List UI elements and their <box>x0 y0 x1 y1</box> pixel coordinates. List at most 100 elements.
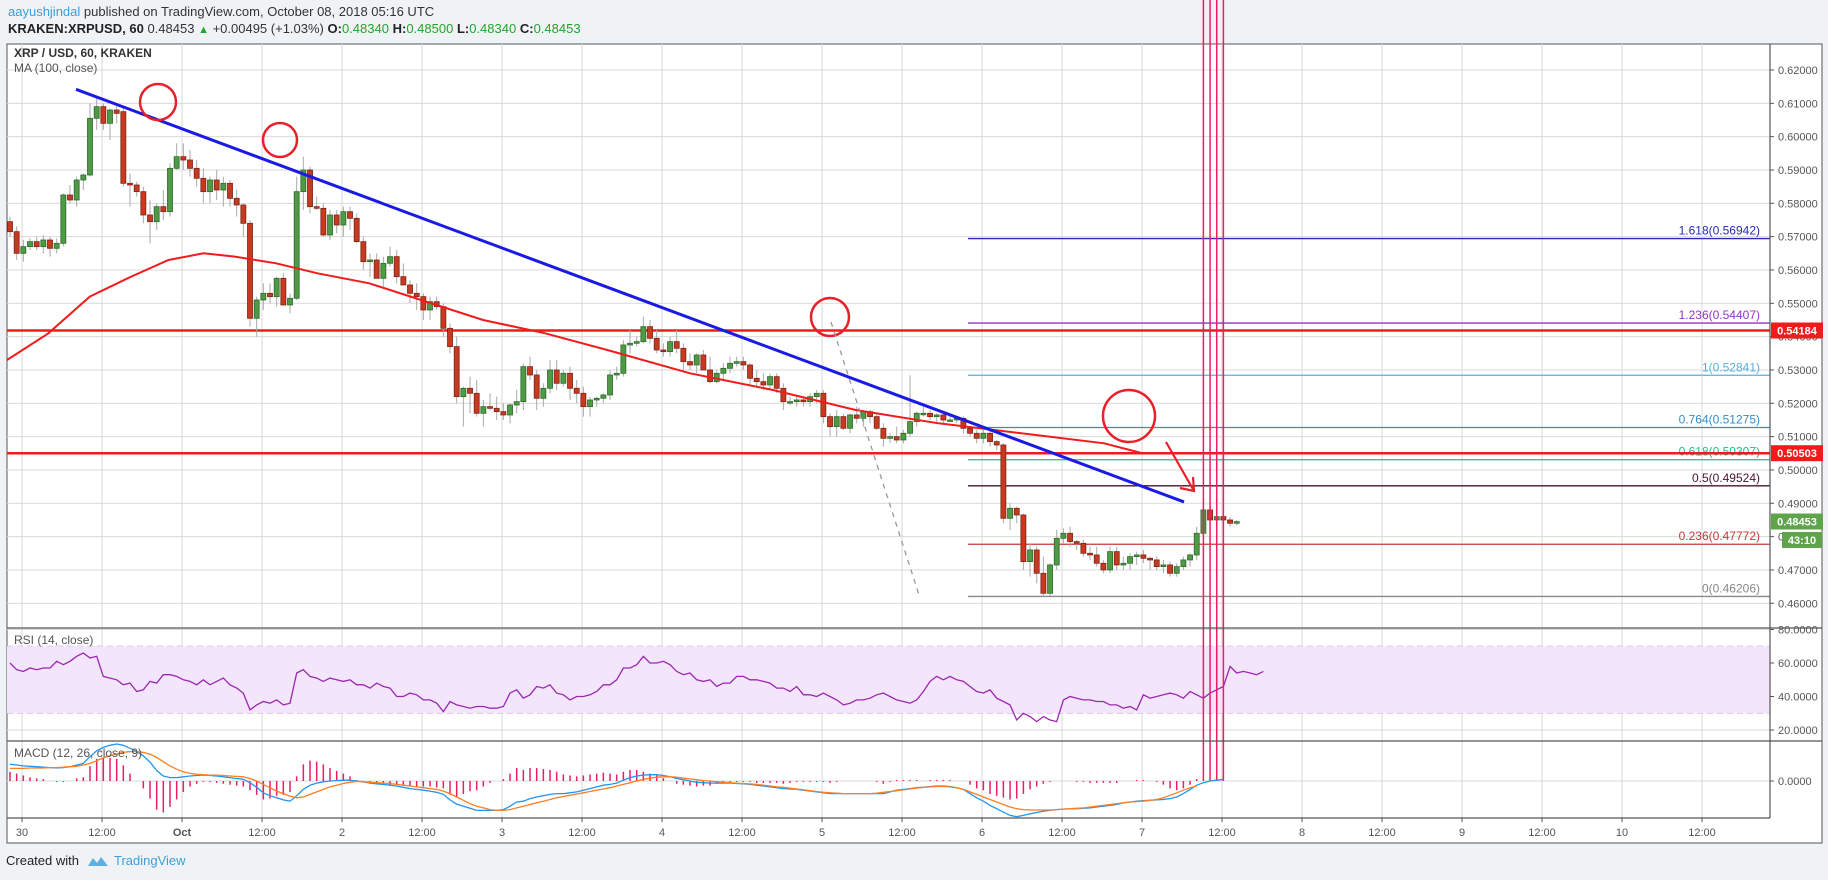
price-tag <box>1771 445 1823 462</box>
price-panel-title: XRP / USD, 60, KRAKEN <box>14 46 152 60</box>
tradingview-brand: TradingView <box>113 853 186 868</box>
time-tick: 12:00 <box>888 827 916 839</box>
time-tick: 12:00 <box>1048 827 1076 839</box>
high-label: H: <box>392 21 407 36</box>
price-tag-label: 0.54184 <box>1777 326 1818 338</box>
time-tick: 12:00 <box>88 827 116 839</box>
price-tag <box>1771 513 1823 530</box>
open-value: 0.48340 <box>341 21 389 36</box>
time-tick: 12:00 <box>1368 827 1396 839</box>
price-change: +0.00495 (+1.03%) <box>212 21 324 36</box>
time-tick: 2 <box>339 827 345 839</box>
signal-line <box>10 750 1197 812</box>
time-tick: 12:00 <box>568 827 596 839</box>
down-arrow <box>1165 441 1195 492</box>
fib-level-label: 0.236(0.47772) <box>1679 529 1760 543</box>
price-tag <box>1771 322 1823 339</box>
symbol-info: KRAKEN:XRPUSD, 60 0.48453 ▲ +0.00495 (+1… <box>8 21 581 36</box>
price-tick: 0.46000 <box>1778 598 1818 610</box>
price-tick: 0.61000 <box>1778 98 1818 110</box>
fib-level-label: 0(0.46206) <box>1702 581 1760 595</box>
price-tick: 0.58000 <box>1778 198 1818 210</box>
created-with-text: Created with <box>6 853 79 868</box>
panel-borders <box>7 44 1822 842</box>
publish-text: published on TradingView.com, October 08… <box>80 4 435 19</box>
open-label: O: <box>327 21 342 36</box>
low-label: L: <box>456 21 470 36</box>
fib-level-label: 0.5(0.49524) <box>1692 471 1760 485</box>
fibonacci-retracement[interactable]: 1.618(0.56942) 1.236(0.54407) 1(0.52841) 0.… <box>968 224 1770 598</box>
price-tag <box>1782 531 1822 548</box>
fib-level-label: 1.618(0.56942) <box>1679 224 1760 238</box>
price-tick: 0.51000 <box>1778 432 1818 444</box>
ma100-line <box>6 252 1142 454</box>
candlesticks <box>7 96 1240 597</box>
time-tick: Oct <box>173 827 192 839</box>
fib-level-label: 0.764(0.51275) <box>1679 412 1760 426</box>
rsi-band <box>7 646 1770 714</box>
time-tick: 12:00 <box>728 827 756 839</box>
candle-timer: 43:10 <box>1788 535 1816 547</box>
highlight-circle <box>261 121 299 159</box>
macd-panel <box>9 0 1225 818</box>
price-tick: 0.59000 <box>1778 165 1818 177</box>
price-tick: 0.57000 <box>1778 232 1818 244</box>
time-tick: 30 <box>16 827 28 839</box>
highlight-circle <box>138 82 178 122</box>
time-tick: 12:00 <box>408 827 436 839</box>
rsi-tick: 20.0000 <box>1778 725 1818 737</box>
time-tick: 8 <box>1299 827 1305 839</box>
rsi-tick: 80.0000 <box>1778 625 1818 637</box>
time-tick: 4 <box>659 827 665 839</box>
macd-legend: MACD (12, 26, close, 9) <box>14 746 142 760</box>
price-tag-label: 0.50503 <box>1777 448 1817 460</box>
low-value: 0.48340 <box>469 21 517 36</box>
time-tick: 5 <box>819 827 825 839</box>
time-tick: 9 <box>1459 827 1465 839</box>
footer: Created with TradingView <box>6 853 186 868</box>
tradingview-cloud-icon <box>87 856 108 866</box>
support-resistance-lines[interactable] <box>7 329 1770 455</box>
close-label: C: <box>519 21 534 36</box>
price-tick: 0.60000 <box>1778 132 1818 144</box>
price-tick: 0.55000 <box>1778 298 1818 310</box>
trendline[interactable] <box>75 87 1185 504</box>
price-tag-label: 0.48453 <box>1777 517 1817 529</box>
symbol: KRAKEN:XRPUSD, 60 <box>8 21 144 36</box>
last-price: 0.48453 <box>147 21 195 36</box>
price-tick: 0.53000 <box>1778 365 1818 377</box>
price-tick: 0.56000 <box>1778 265 1818 277</box>
fib-level-label: 1(0.52841) <box>1702 360 1760 374</box>
price-tick: 0.47000 <box>1778 565 1818 577</box>
annotations[interactable] <box>138 82 1196 599</box>
author-link[interactable]: aayushjindal <box>8 4 81 19</box>
macd-zero-tick: 0.0000 <box>1778 776 1812 788</box>
time-tick: 12:00 <box>1208 827 1236 839</box>
tradingview-logo[interactable]: TradingView <box>87 853 186 868</box>
price-tick: 0.52000 <box>1778 398 1818 410</box>
fib-level-label: 1.236(0.54407) <box>1679 308 1760 322</box>
rsi-legend: RSI (14, close) <box>14 633 93 647</box>
rsi-tick: 40.0000 <box>1778 692 1818 704</box>
ma-legend: MA (100, close) <box>14 61 97 75</box>
time-axis[interactable]: 30 12:00 Oct 12:00 2 12:00 3 12:00 4 12:00 5 12:00 6… <box>16 818 1716 839</box>
rsi-panel <box>9 652 1264 723</box>
rsi-tick: 60.0000 <box>1778 658 1818 670</box>
price-tags: 0.54184 0.50503 0.48453 43:10 <box>1771 322 1823 548</box>
fib-level-label: 0.618(0.50307) <box>1679 445 1760 459</box>
close-value: 0.48453 <box>533 21 581 36</box>
price-tick: 0.49000 <box>1778 498 1818 510</box>
price-tick: 0.50000 <box>1778 465 1818 477</box>
time-tick: 6 <box>979 827 985 839</box>
time-tick: 12:00 <box>1688 827 1716 839</box>
high-value: 0.48500 <box>406 21 454 36</box>
time-tick: 7 <box>1139 827 1145 839</box>
legends: XRP / USD, 60, KRAKEN MA (100, close) RS… <box>14 46 152 760</box>
fib-trend-line <box>830 321 921 599</box>
time-tick: 3 <box>499 827 505 839</box>
highlight-circle <box>1101 388 1157 444</box>
price-tick: 0.62000 <box>1778 65 1818 77</box>
time-tick: 12:00 <box>1528 827 1556 839</box>
publish-info: aayushjindal published on TradingView.co… <box>8 4 434 19</box>
